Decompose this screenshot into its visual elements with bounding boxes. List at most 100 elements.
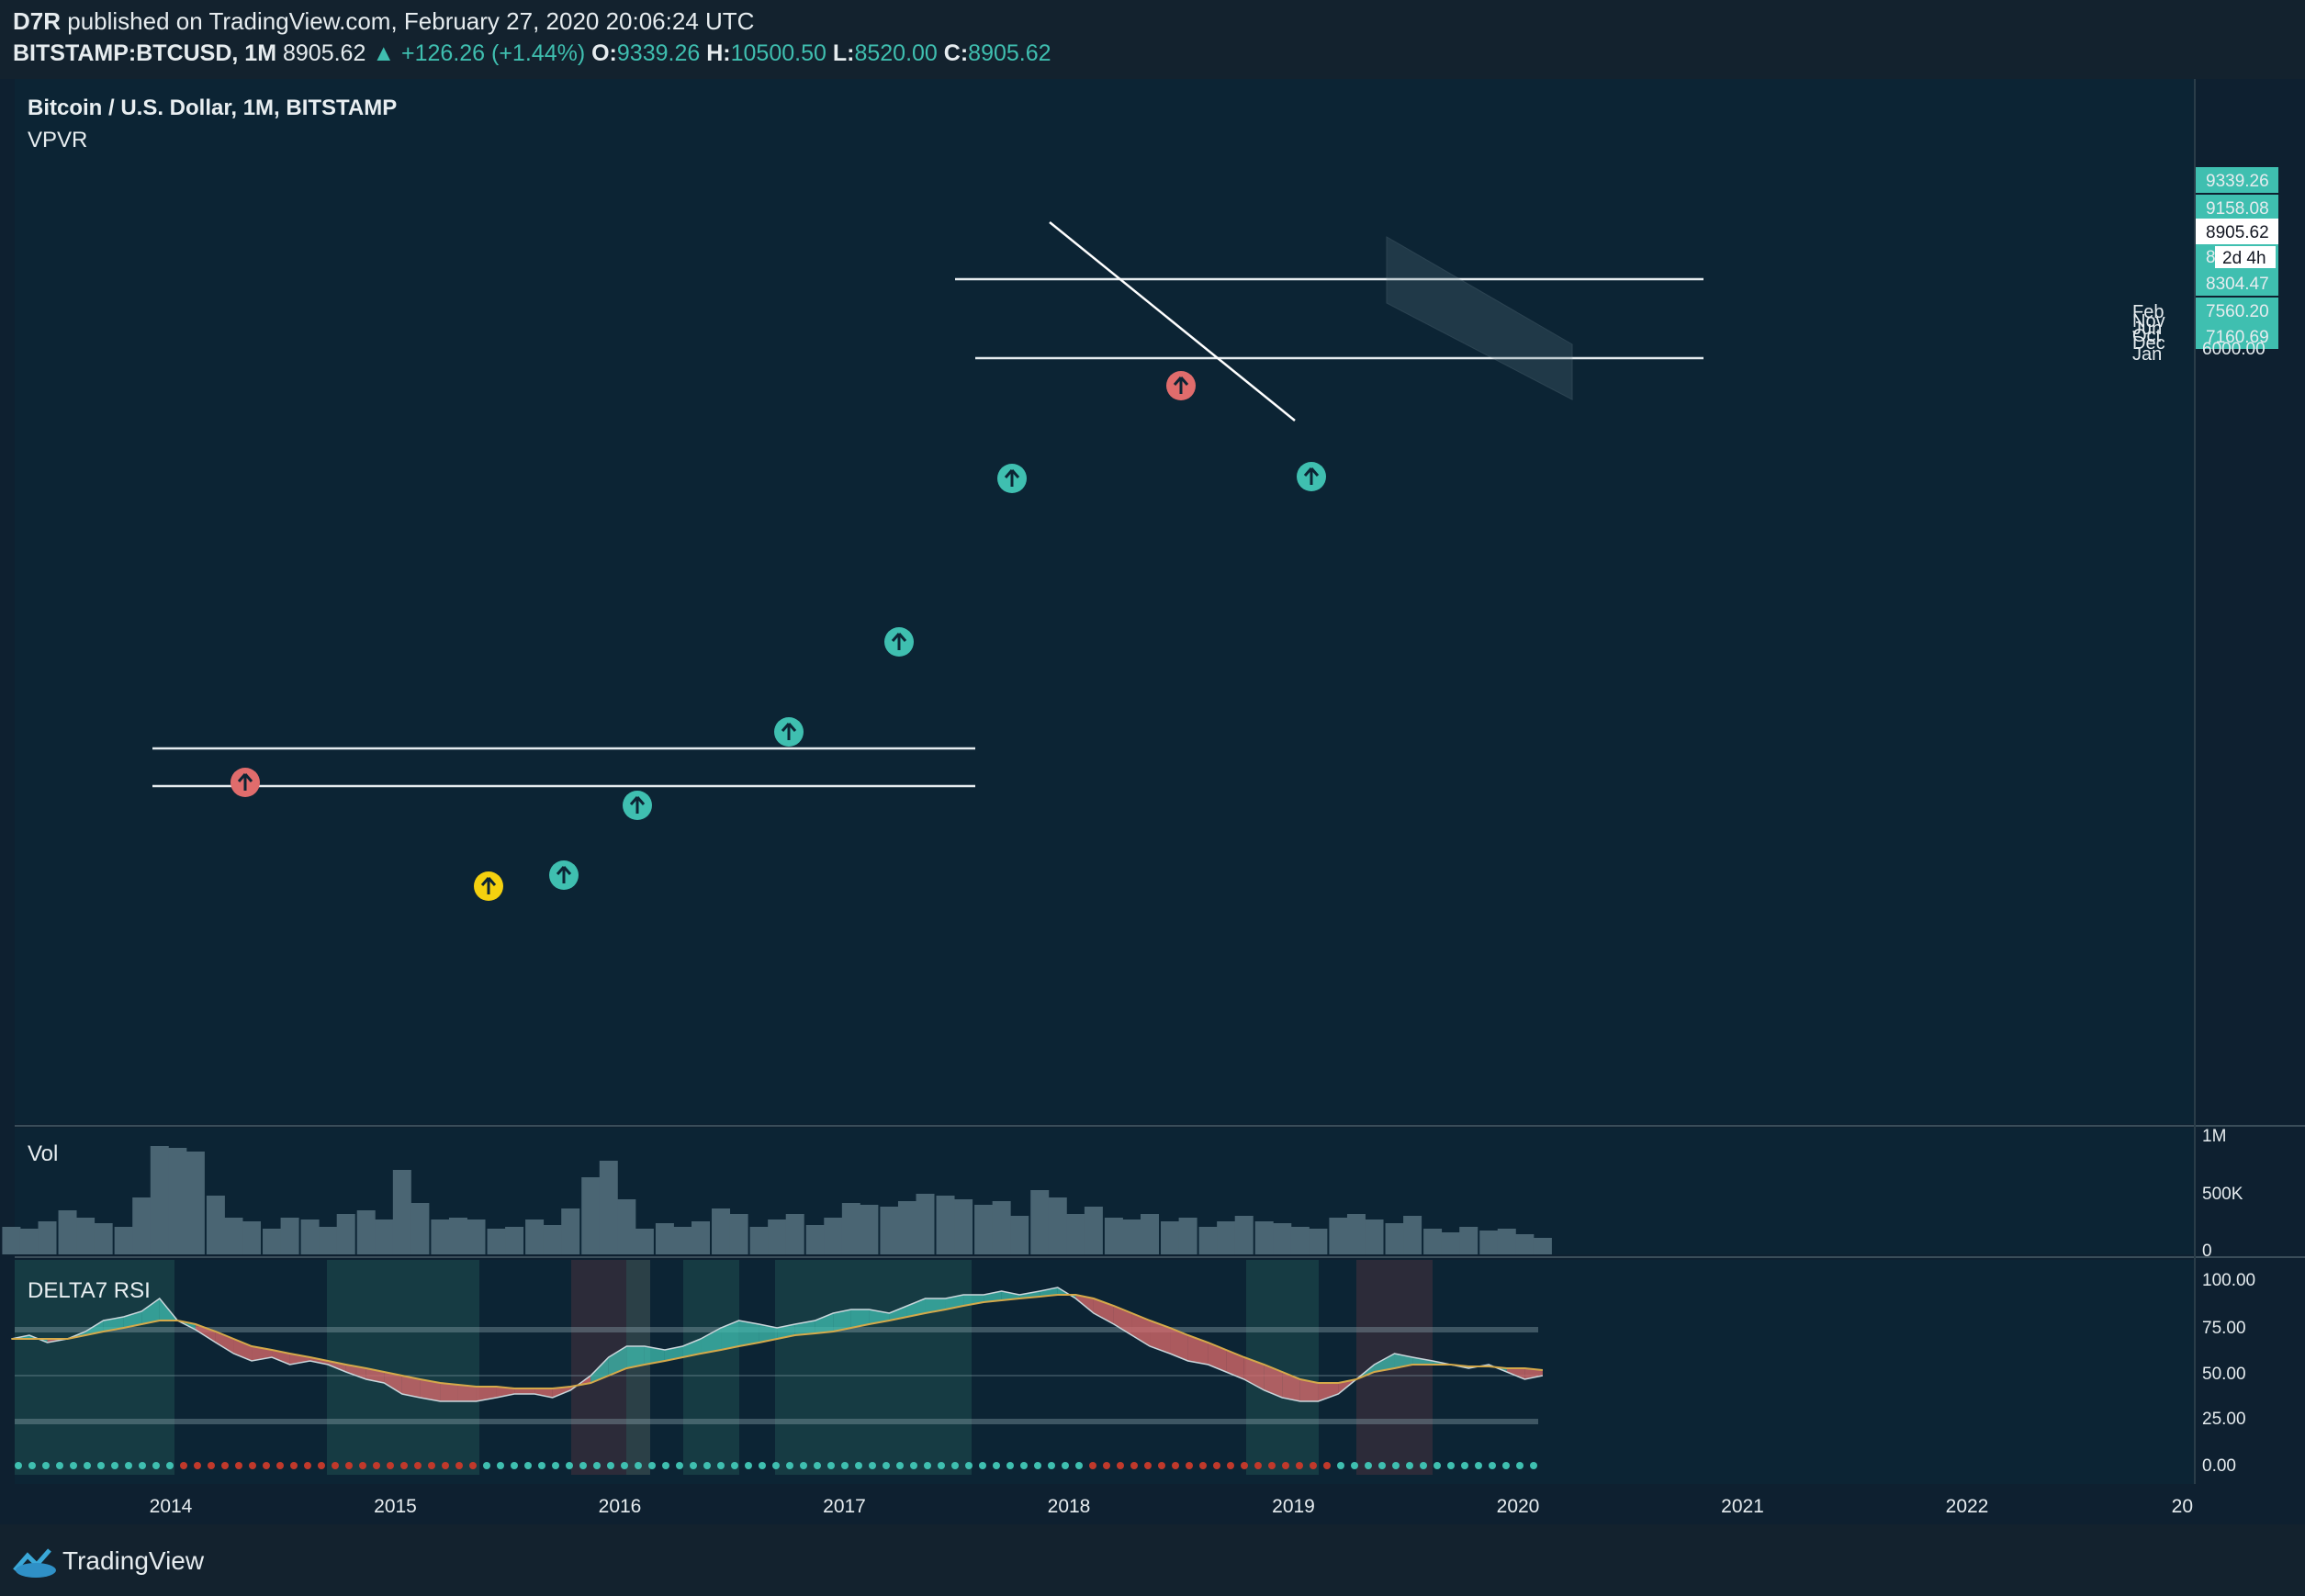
rsi-dot bbox=[883, 1462, 890, 1469]
volume-axis-tick: 1M bbox=[2202, 1127, 2226, 1146]
rsi-dot bbox=[290, 1462, 298, 1469]
rsi-fill-segment bbox=[1113, 1306, 1132, 1335]
rsi-dot bbox=[84, 1462, 91, 1469]
rsi-fill-segment bbox=[815, 1313, 834, 1333]
rsi-fill-segment bbox=[850, 1309, 870, 1328]
rsi-dot bbox=[938, 1462, 945, 1469]
volume-bar bbox=[525, 1219, 545, 1254]
rsi-dot bbox=[1282, 1462, 1289, 1469]
chart-header: D7R published on TradingView.com, Februa… bbox=[0, 0, 2305, 79]
volume-bar bbox=[1423, 1229, 1443, 1254]
rsi-dot bbox=[359, 1462, 366, 1469]
rsi-dot bbox=[345, 1462, 353, 1469]
rsi-dot bbox=[593, 1462, 601, 1469]
volume-bar bbox=[729, 1214, 748, 1254]
rsi-dot bbox=[1502, 1462, 1510, 1469]
volume-bar bbox=[936, 1196, 955, 1254]
volume-bar bbox=[635, 1229, 654, 1254]
rsi-dot bbox=[373, 1462, 380, 1469]
rsi-dot bbox=[924, 1462, 931, 1469]
volume-bars bbox=[2, 1146, 1552, 1254]
rsi-dot bbox=[387, 1462, 394, 1469]
volume-bar bbox=[1161, 1221, 1180, 1254]
rsi-dot bbox=[1323, 1462, 1331, 1469]
volume-bar bbox=[860, 1205, 879, 1254]
signal-arrow-glyph bbox=[1303, 467, 1320, 485]
volume-bar bbox=[1329, 1218, 1348, 1254]
volume-bar bbox=[749, 1227, 769, 1254]
rsi-fill-segment bbox=[1318, 1383, 1339, 1401]
price-tag-label: 7560.20 bbox=[2206, 302, 2269, 321]
volume-bar bbox=[150, 1146, 169, 1254]
tradingview-logo-icon[interactable] bbox=[13, 1543, 59, 1579]
rsi-dot bbox=[800, 1462, 807, 1469]
rsi-dot bbox=[1144, 1462, 1152, 1469]
price-change: ▲ +126.26 (+1.44%) bbox=[372, 40, 586, 66]
rsi-dot bbox=[125, 1462, 132, 1469]
rsi-fill-segment bbox=[552, 1387, 571, 1398]
signal-arrow-icon bbox=[474, 871, 503, 901]
rsi-dot bbox=[690, 1462, 697, 1469]
rsi-fill-segment bbox=[608, 1346, 627, 1376]
signal-arrow-icon bbox=[549, 860, 579, 890]
month-tag: Oct bbox=[2132, 326, 2162, 346]
time-axis-tick: 2018 bbox=[1048, 1496, 1091, 1517]
volume-bar bbox=[1048, 1197, 1067, 1254]
signal-arrow-icon bbox=[230, 768, 260, 797]
volume-bar bbox=[375, 1219, 394, 1254]
time-axis-tick: 2020 bbox=[1497, 1496, 1540, 1517]
time-axis-tick: 2019 bbox=[1272, 1496, 1315, 1517]
price-pane[interactable] bbox=[15, 79, 2195, 1124]
volume-bar bbox=[974, 1205, 994, 1254]
signal-arrow-icon bbox=[774, 717, 804, 747]
volume-bar bbox=[431, 1219, 450, 1254]
publisher-name[interactable]: D7R bbox=[13, 7, 62, 35]
volume-bar bbox=[1515, 1234, 1535, 1254]
month-tag: Feb bbox=[2132, 302, 2164, 322]
rsi-dots bbox=[15, 1462, 1537, 1469]
high-value: 10500.50 bbox=[730, 40, 826, 66]
volume-bar bbox=[1533, 1238, 1552, 1254]
rsi-dot bbox=[951, 1462, 959, 1469]
signal-arrow-icon bbox=[1297, 462, 1326, 491]
rsi-dot bbox=[1158, 1462, 1165, 1469]
rsi-fill-segment bbox=[401, 1376, 421, 1398]
rsi-dot bbox=[1516, 1462, 1524, 1469]
rsi-dot bbox=[538, 1462, 545, 1469]
time-axis-tick: 2017 bbox=[823, 1496, 866, 1517]
rsi-dot bbox=[1227, 1462, 1234, 1469]
rsi-dot bbox=[1172, 1462, 1179, 1469]
rsi-dot bbox=[28, 1462, 36, 1469]
main-pane-title: Bitcoin / U.S. Dollar, 1M, BITSTAMP bbox=[28, 96, 398, 120]
rsi-dot bbox=[910, 1462, 917, 1469]
volume-bar bbox=[1084, 1207, 1103, 1254]
rsi-dot bbox=[648, 1462, 656, 1469]
rsi-dot bbox=[1006, 1462, 1014, 1469]
volume-bar bbox=[186, 1152, 205, 1254]
rsi-dot bbox=[1530, 1462, 1537, 1469]
trend-line bbox=[1049, 221, 1296, 421]
month-tag: Jun bbox=[2132, 319, 2162, 339]
rsi-fill-segment bbox=[457, 1385, 477, 1401]
rsi-dot bbox=[827, 1462, 835, 1469]
rsi-dot bbox=[1392, 1462, 1400, 1469]
volume-bar bbox=[224, 1218, 243, 1254]
symbol-label[interactable]: BITSTAMP:BTCUSD, 1M bbox=[13, 40, 277, 66]
channel-shape bbox=[1386, 236, 1573, 400]
rsi-dot bbox=[400, 1462, 408, 1469]
high-label: H: bbox=[706, 40, 731, 66]
last-price: 8905.62 bbox=[282, 40, 366, 66]
volume-bar bbox=[617, 1199, 636, 1254]
rsi-fill-segment bbox=[328, 1361, 346, 1372]
rsi-dot bbox=[166, 1462, 174, 1469]
volume-bar bbox=[132, 1197, 152, 1254]
signal-arrow-icon bbox=[997, 464, 1027, 493]
low-value: 8520.00 bbox=[854, 40, 938, 66]
volume-bar bbox=[94, 1223, 113, 1254]
time-axis-tick: 2016 bbox=[599, 1496, 642, 1517]
rsi-dot bbox=[993, 1462, 1000, 1469]
rsi-dot bbox=[56, 1462, 63, 1469]
volume-bar bbox=[599, 1161, 618, 1254]
footer-brand[interactable]: TradingView bbox=[62, 1546, 205, 1575]
